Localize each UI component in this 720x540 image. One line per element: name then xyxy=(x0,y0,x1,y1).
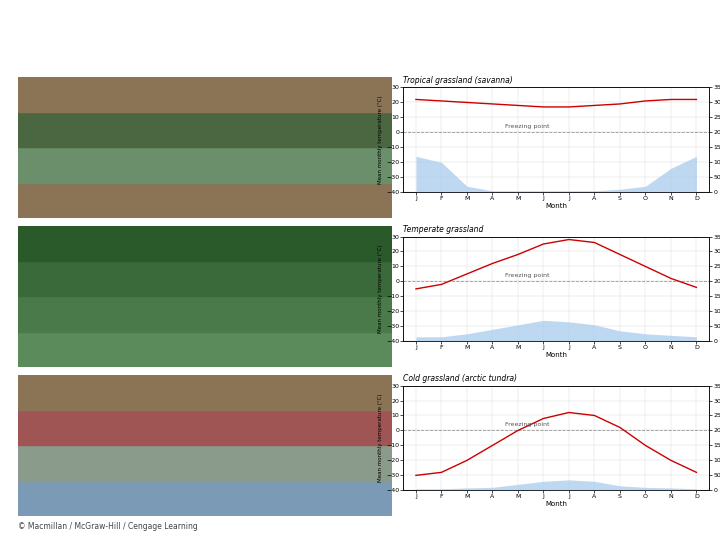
Text: © Macmillan / McGraw-Hill / Cengage Learning: © Macmillan / McGraw-Hill / Cengage Lear… xyxy=(18,522,198,531)
Bar xyxy=(18,77,392,112)
Bar xyxy=(18,446,392,481)
Text: Freezing point: Freezing point xyxy=(505,124,549,130)
Bar xyxy=(18,226,392,261)
Bar xyxy=(18,296,392,332)
Text: Freezing point: Freezing point xyxy=(505,422,549,428)
Y-axis label: Mean monthly temperature (°C): Mean monthly temperature (°C) xyxy=(378,394,383,482)
Bar xyxy=(18,147,392,183)
Text: Temperate grassland: Temperate grassland xyxy=(403,225,484,234)
Bar xyxy=(18,183,392,218)
X-axis label: Month: Month xyxy=(545,501,567,507)
Bar xyxy=(18,481,392,516)
Text: Freezing point: Freezing point xyxy=(505,273,549,279)
Y-axis label: Mean monthly temperature (°C): Mean monthly temperature (°C) xyxy=(378,96,383,184)
Bar xyxy=(18,375,392,410)
Bar xyxy=(18,332,392,367)
Text: Tropical grassland (savanna): Tropical grassland (savanna) xyxy=(403,76,513,85)
Y-axis label: Mean monthly temperature (°C): Mean monthly temperature (°C) xyxy=(378,245,383,333)
Text: Cold grassland (arctic tundra): Cold grassland (arctic tundra) xyxy=(403,374,517,383)
Bar xyxy=(18,261,392,296)
Bar xyxy=(18,112,392,147)
Bar xyxy=(18,410,392,445)
Text: Climate Graphs of Tropical, Temperate,
and Cold Grasslands: Climate Graphs of Tropical, Temperate, a… xyxy=(13,5,594,64)
X-axis label: Month: Month xyxy=(545,203,567,209)
X-axis label: Month: Month xyxy=(545,352,567,358)
